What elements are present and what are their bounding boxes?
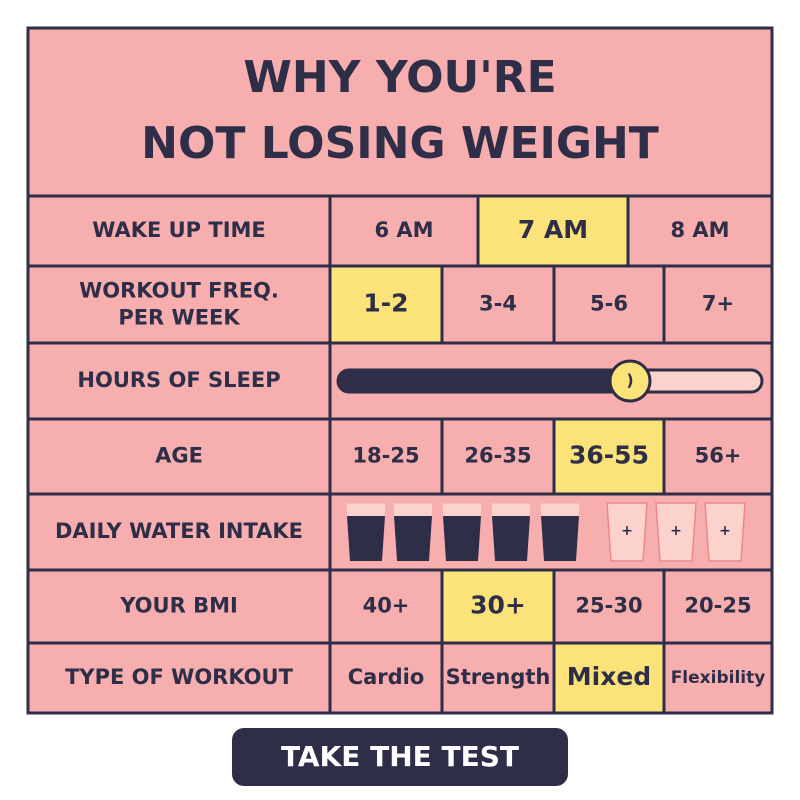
title-line: NOT LOSING WEIGHT [141, 118, 659, 169]
glass-empty[interactable] [606, 502, 648, 562]
option-label[interactable]: 8 AM [670, 218, 729, 242]
option-label[interactable]: Mixed [567, 662, 651, 691]
glass-water [394, 516, 432, 561]
row-label-cell [26, 417, 332, 496]
slider-knob-label: ) [626, 371, 633, 390]
option[interactable] [626, 194, 774, 268]
option-label[interactable]: 7+ [702, 292, 734, 316]
row-label: TYPE OF WORKOUT [65, 665, 294, 689]
row-label: AGE [155, 444, 203, 468]
glass-water [541, 516, 579, 561]
option[interactable] [552, 568, 666, 645]
option-selected[interactable] [552, 417, 666, 496]
row-label-cell [26, 264, 332, 345]
glass-water [443, 516, 481, 561]
option-label[interactable]: 26-35 [464, 444, 531, 468]
option-label[interactable]: 36-55 [569, 441, 649, 470]
glass-empty[interactable] [655, 502, 697, 562]
option-label[interactable]: 25-30 [575, 594, 642, 618]
row-label: WAKE UP TIME [92, 218, 266, 242]
row-label: YOUR BMI [119, 594, 238, 618]
option-label[interactable]: 5-6 [590, 292, 628, 316]
glass-water [492, 516, 530, 561]
glass-label: + [670, 523, 682, 539]
option[interactable] [662, 568, 774, 645]
option-label[interactable]: 3-4 [479, 292, 517, 316]
option-label[interactable]: 40+ [363, 594, 410, 618]
glass-label: + [719, 523, 731, 539]
glass-water [347, 516, 385, 561]
row-label: DAILY WATER INTAKE [55, 519, 303, 543]
slider-knob[interactable] [608, 359, 652, 403]
option-selected[interactable] [440, 568, 556, 645]
option-label[interactable]: 20-25 [684, 594, 751, 618]
slider-fill [338, 370, 630, 392]
option[interactable] [552, 264, 666, 345]
glass-empty[interactable] [704, 502, 746, 562]
row-label: HOURS OF SLEEP [77, 368, 280, 392]
option[interactable] [440, 417, 556, 496]
option-label[interactable]: 7 AM [518, 215, 588, 244]
option-label[interactable]: Strength [446, 665, 551, 689]
option-label[interactable]: Cardio [348, 665, 425, 689]
option[interactable] [328, 417, 444, 496]
option[interactable] [662, 641, 774, 715]
option-label[interactable]: 56+ [695, 444, 742, 468]
option-label[interactable]: 6 AM [374, 218, 433, 242]
option[interactable] [440, 264, 556, 345]
cta-button[interactable] [232, 728, 568, 786]
title-line: WHY YOU'RE [243, 52, 556, 103]
option-label[interactable]: Flexibility [671, 668, 766, 688]
option-label[interactable]: 30+ [470, 591, 526, 620]
glass-label: + [621, 523, 633, 539]
option-label[interactable]: 1-2 [363, 289, 408, 318]
cta-label[interactable]: TAKE THE TEST [281, 740, 519, 773]
option-label[interactable]: 18-25 [352, 444, 419, 468]
row-label: WORKOUT FREQ. PER WEEK [79, 279, 279, 330]
option[interactable] [662, 417, 774, 496]
option-selected[interactable] [552, 641, 666, 715]
